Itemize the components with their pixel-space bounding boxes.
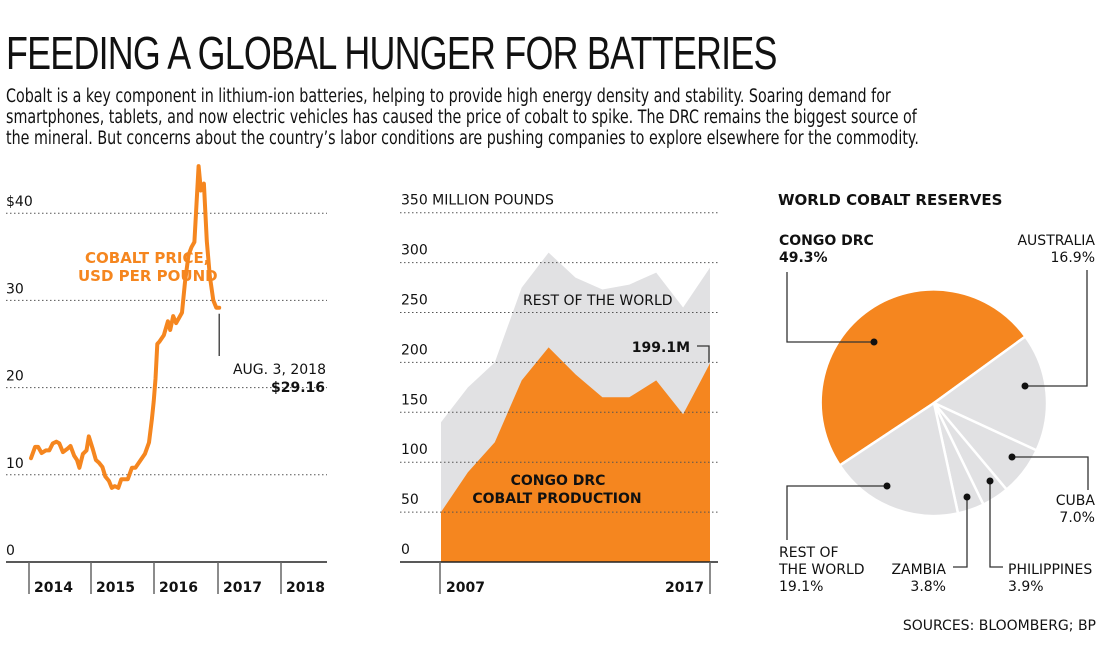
pie-slice-australia <box>932 335 1049 452</box>
pie-leaders <box>786 270 1089 568</box>
price-annotation-value: $29.16 <box>271 380 325 396</box>
pie-leader-zambia <box>953 497 968 568</box>
price-x-tick-label: 2016 <box>159 580 198 596</box>
production-y-tick-label: 250 <box>401 293 428 309</box>
pie-label-australia-value: 16.9% <box>1051 250 1095 266</box>
pie-label-philippines-value: 3.9% <box>1008 579 1044 595</box>
intro-line: Cobalt is a key component in lithium-ion… <box>6 86 891 107</box>
pie-label-cuba-value: 7.0% <box>1059 510 1095 526</box>
congo-label-line1: CONGO DRC <box>511 473 606 489</box>
price-gridlines <box>6 212 327 476</box>
pie-leader-dot-congo-drc <box>870 338 878 346</box>
production-y-tick-label: 0 <box>401 542 410 558</box>
production-y-tick-label: 150 <box>401 392 428 408</box>
production-y-tick-label: 200 <box>401 342 428 358</box>
pie-label-cuba-name: CUBA <box>1056 493 1096 509</box>
pie-leader-philippines <box>989 481 1003 568</box>
sources-note: SOURCES: BLOOMBERG; BP <box>903 618 1096 634</box>
pie-leader-cuba <box>1012 456 1089 490</box>
reserves-pie-chart: WORLD COBALT RESERVES CONGO DRC 49.3% AU… <box>778 191 1095 595</box>
pie-leader-dot-zambia <box>963 493 971 501</box>
production-y-tick-labels: 0 50 100 150 200 250 300 350 MILLION POUNDS <box>401 193 554 558</box>
pie-label-rest-name-line2: THE WORLD <box>778 562 865 578</box>
pie-leader-dot-australia <box>1021 382 1029 390</box>
congo-area <box>441 347 710 562</box>
production-annotation-leader <box>697 345 710 362</box>
pie-leader-dot-rest-of-the-world <box>883 482 891 490</box>
pie-label-zambia-name: ZAMBIA <box>891 562 946 578</box>
pie-label-rest-name-line1: REST OF <box>779 545 839 561</box>
price-annotation-date: AUG. 3, 2018 <box>233 362 326 378</box>
pie-leader-australia <box>1025 270 1088 387</box>
pie-leader-rest-of-the-world <box>786 485 887 540</box>
price-x-tick-label: 2014 <box>34 580 73 596</box>
pie-label-zambia-value: 3.8% <box>910 579 946 595</box>
production-y-tick-label: 300 <box>401 243 428 259</box>
price-y-tick-label: 10 <box>6 456 24 472</box>
pie-slices <box>819 288 1049 518</box>
production-annotation-value: 199.1M <box>632 340 690 356</box>
price-chart-title-line2: USD PER POUND <box>78 267 218 285</box>
intro-line: the mineral. But concerns about the coun… <box>6 128 919 149</box>
pie-label-philippines-name: PHILIPPINES <box>1008 562 1092 578</box>
production-y-tick-label: 100 <box>401 442 428 458</box>
pie-slice-congo-drc <box>819 288 1027 467</box>
pie-leader-congo-drc <box>786 272 874 343</box>
production-x-label-end: 2017 <box>665 580 704 596</box>
production-chart: 0 50 100 150 200 250 300 350 MILLION POUNDS RES… <box>400 193 718 596</box>
pie-label-rest-value: 19.1% <box>779 579 823 595</box>
pie-leader-dot-philippines <box>986 477 994 485</box>
production-gridlines-overlay <box>400 212 718 513</box>
price-x-tick-label: 2015 <box>96 580 135 596</box>
intro-text: Cobalt is a key component in lithium-ion… <box>6 86 1087 149</box>
price-x-tick-label: 2018 <box>286 580 325 596</box>
price-y-tick-label: 0 <box>6 543 15 559</box>
price-y-tick-label: 20 <box>6 369 24 385</box>
pie-label-australia-name: AUSTRALIA <box>1017 233 1095 249</box>
price-line <box>29 164 222 490</box>
price-x-tick-label: 2017 <box>223 580 262 596</box>
pie-label-congo-name: CONGO DRC <box>779 233 874 249</box>
pie-label-congo-value: 49.3% <box>779 250 828 266</box>
production-x-label-start: 2007 <box>446 580 485 596</box>
production-y-tick-label: 350 MILLION POUNDS <box>401 193 554 209</box>
congo-label-line2: COBALT PRODUCTION <box>472 491 641 507</box>
rest-of-world-label: REST OF THE WORLD <box>523 293 673 309</box>
intro-line: smartphones, tablets, and now electric v… <box>6 107 917 128</box>
price-y-tick-labels: 0 10 20 30 $40 <box>6 194 33 559</box>
price-chart: 0 10 20 30 $40 COBALT PRICE, USD PER POUND A… <box>6 164 327 596</box>
price-x-ticks: 2014 2015 2016 2017 2018 <box>28 562 325 596</box>
price-y-tick-label: 30 <box>6 281 24 297</box>
page-title: FEEDING A GLOBAL HUNGER FOR BATTERIES <box>6 27 777 79</box>
pie-slice-rest-of-the-world <box>838 401 960 518</box>
production-y-tick-label: 50 <box>401 492 419 508</box>
pie-title: WORLD COBALT RESERVES <box>778 191 1002 209</box>
price-chart-title-line1: COBALT PRICE, <box>85 249 209 267</box>
pie-leader-dot-cuba <box>1008 453 1016 461</box>
price-y-tick-label: $40 <box>6 194 33 210</box>
